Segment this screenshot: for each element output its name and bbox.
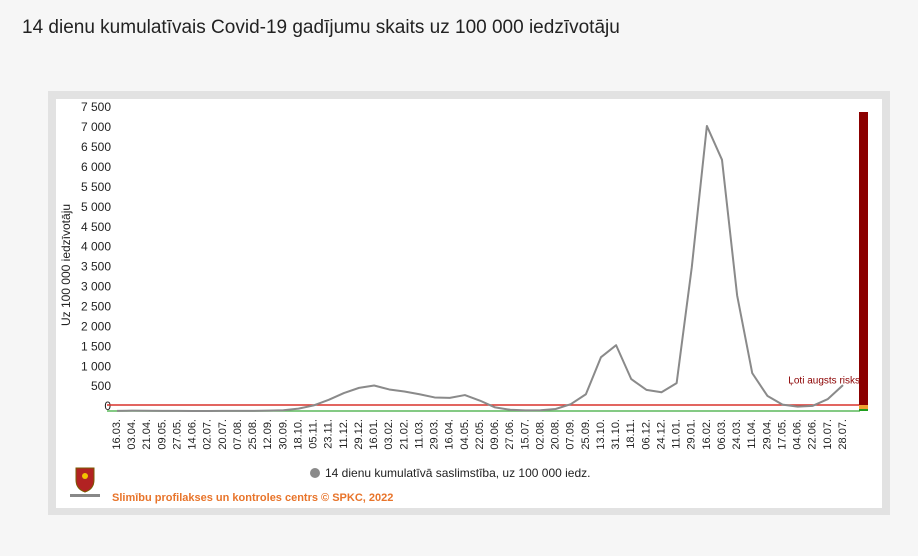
y-tick-label: 2 500	[81, 300, 111, 314]
x-tick-label: 20.07.	[217, 419, 229, 450]
y-tick-label: 7 000	[81, 120, 111, 134]
y-tick-label: 1 500	[81, 339, 111, 353]
x-tick-label: 16.03.	[111, 419, 123, 450]
chart-panel	[56, 99, 882, 508]
x-tick-label: 18.11.	[625, 419, 637, 449]
x-tick-label: 04.06.	[792, 419, 804, 450]
y-tick-label: 3 000	[81, 280, 111, 294]
x-tick-label: 03.02.	[383, 419, 395, 450]
x-tick-label: 23.11.	[323, 419, 335, 449]
x-tick-label: 11.12.	[338, 419, 350, 449]
x-tick-label: 17.05.	[776, 419, 788, 450]
page-title: 14 dienu kumulatīvais Covid-19 gadījumu …	[22, 17, 620, 38]
x-tick-label: 24.12.	[655, 419, 667, 450]
legend-marker	[310, 468, 320, 478]
x-tick-label: 09.05.	[156, 419, 168, 450]
x-tick-label: 25.09.	[580, 419, 592, 450]
y-tick-label: 0	[104, 399, 111, 413]
risk-band	[859, 112, 868, 406]
x-tick-label: 05.11.	[308, 419, 320, 449]
x-tick-label: 28.07.	[837, 419, 849, 450]
y-tick-label: 5 000	[81, 200, 111, 214]
x-tick-label: 14.06.	[187, 419, 199, 450]
x-tick-label: 09.06.	[489, 419, 501, 450]
x-tick-label: 07.08.	[232, 419, 244, 450]
x-tick-label: 21.02.	[398, 419, 410, 450]
x-tick-label: 04.05.	[459, 419, 471, 450]
y-tick-label: 5 500	[81, 180, 111, 194]
x-tick-label: 06.12.	[640, 419, 652, 450]
x-tick-label: 29.03.	[429, 419, 441, 450]
y-tick-label: 4 000	[81, 240, 111, 254]
y-tick-label: 2 000	[81, 319, 111, 333]
y-tick-label: 500	[91, 379, 111, 393]
risk-annotation: Ļoti augsts risks	[788, 376, 860, 387]
legend-label: 14 dienu kumulatīvā saslimstība, uz 100 …	[325, 466, 591, 480]
x-tick-label: 22.06.	[807, 419, 819, 450]
x-tick-label: 12.09.	[262, 419, 274, 450]
x-tick-label: 03.04.	[126, 419, 138, 450]
x-tick-label: 13.10.	[595, 419, 607, 450]
x-tick-label: 11.01.	[671, 419, 683, 449]
x-tick-label: 31.10.	[610, 419, 622, 450]
x-tick-label: 30.09.	[277, 419, 289, 450]
risk-band	[859, 405, 868, 410]
x-tick-label: 06.03.	[716, 419, 728, 450]
x-tick-label: 02.08.	[534, 419, 546, 450]
x-tick-label: 16.04.	[444, 419, 456, 450]
x-tick-label: 20.08.	[550, 419, 562, 450]
y-tick-label: 3 500	[81, 260, 111, 274]
x-tick-label: 27.05.	[171, 419, 183, 450]
y-tick-label: 6 500	[81, 140, 111, 154]
x-tick-label: 11.04.	[746, 419, 758, 449]
x-tick-label: 27.06.	[504, 419, 516, 450]
y-tick-label: 6 000	[81, 160, 111, 174]
footer-credit: Slimību profilakses un kontroles centrs …	[112, 492, 393, 504]
y-tick-label: 4 500	[81, 220, 111, 234]
x-tick-label: 24.03.	[731, 419, 743, 450]
logo	[70, 467, 100, 497]
x-tick-label: 10.07.	[822, 419, 834, 450]
x-tick-label: 22.05.	[474, 419, 486, 450]
x-tick-label: 29.01.	[686, 419, 698, 450]
y-axis-label: Uz 100 000 iedzīvotāju	[59, 204, 73, 326]
y-tick-label: 1 000	[81, 359, 111, 373]
x-tick-label: 11.03.	[413, 419, 425, 449]
x-tick-label: 07.09.	[565, 419, 577, 450]
x-tick-label: 25.08.	[247, 419, 259, 450]
x-tick-label: 21.04.	[141, 419, 153, 450]
x-tick-label: 18.10.	[292, 419, 304, 450]
x-tick-label: 29.12.	[353, 419, 365, 450]
x-tick-label: 29.04.	[761, 419, 773, 450]
risk-band	[859, 409, 868, 411]
x-tick-label: 15.07.	[519, 419, 531, 450]
series-line	[116, 124, 844, 412]
x-tick-label: 02.07.	[202, 419, 214, 450]
y-tick-label: 7 500	[81, 100, 111, 114]
x-tick-label: 16.02.	[701, 419, 713, 450]
x-tick-label: 16.01.	[368, 419, 380, 450]
